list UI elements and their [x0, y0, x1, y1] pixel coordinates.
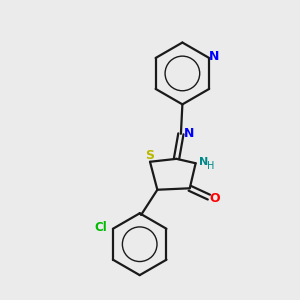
- Text: N: N: [184, 127, 194, 140]
- Text: N: N: [209, 50, 220, 63]
- Text: S: S: [145, 149, 154, 162]
- Text: H: H: [207, 160, 214, 171]
- Text: N: N: [199, 157, 208, 167]
- Text: Cl: Cl: [94, 221, 107, 234]
- Text: O: O: [209, 192, 220, 205]
